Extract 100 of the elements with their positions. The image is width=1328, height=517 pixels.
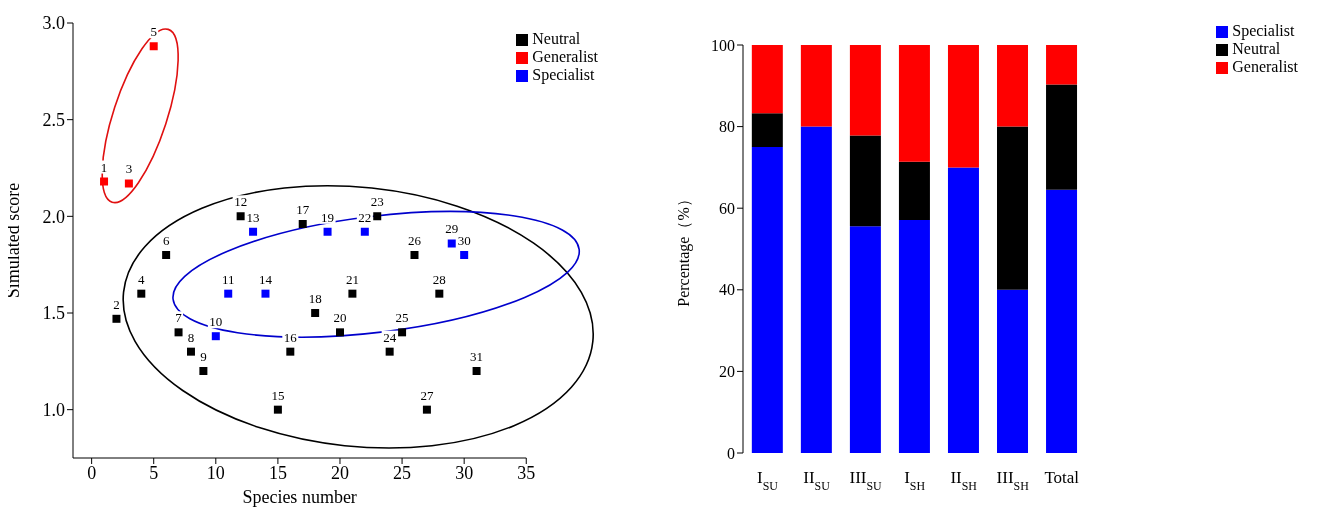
annotation: 8 [187, 329, 195, 345]
bar [800, 126, 832, 453]
point [398, 328, 407, 337]
point [447, 239, 456, 248]
annotation: 11 [221, 271, 235, 287]
y-tick-label: 3.0 [42, 13, 65, 34]
bar [1046, 189, 1078, 453]
point [435, 289, 444, 298]
bar [1046, 84, 1078, 190]
x-tick-label: 25 [393, 462, 412, 483]
annotation: 17 [296, 202, 310, 218]
point [273, 405, 282, 414]
legend-label: Specialist [1232, 22, 1295, 39]
bar [947, 167, 979, 453]
point [137, 289, 146, 298]
point [311, 309, 320, 317]
bar [849, 135, 881, 227]
point [298, 220, 307, 229]
annotation: 12 [234, 194, 248, 210]
y-tick-label: 80 [719, 118, 735, 136]
point [360, 227, 369, 236]
x-tick-label: 10 [206, 462, 225, 483]
x-tick-label: 15 [268, 462, 287, 483]
x-tick-label: 5 [149, 462, 159, 483]
bar [997, 126, 1029, 290]
annotation: 20 [333, 310, 347, 326]
point [373, 212, 382, 221]
x-tick-label: 20 [330, 462, 349, 483]
x-tick-label: 0 [87, 462, 97, 483]
annotation: 23 [370, 194, 384, 210]
bar [800, 45, 832, 127]
legend-label: Generalist [1232, 58, 1298, 75]
y-tick-label: 1.5 [42, 303, 65, 324]
x-tick-label: II$_{SU}$ [803, 468, 831, 493]
bar [898, 220, 930, 453]
annotation: 16 [283, 329, 298, 345]
annotation: 28 [432, 271, 446, 287]
bar [849, 45, 881, 136]
bar [751, 147, 783, 453]
point [460, 251, 469, 259]
annotation: 24 [383, 329, 397, 345]
point [472, 367, 481, 375]
annotation: 30 [457, 233, 471, 248]
annotation: 10 [209, 314, 223, 330]
bar [849, 226, 881, 453]
annotation: 21 [345, 271, 359, 287]
point [335, 328, 344, 337]
y-tick-label: 2.0 [42, 206, 65, 227]
point [385, 347, 394, 356]
point [410, 251, 419, 259]
annotation: 13 [246, 209, 260, 225]
annotation: 3 [125, 161, 133, 177]
point [186, 347, 195, 356]
bar [751, 113, 783, 147]
point [112, 314, 121, 323]
point [224, 289, 233, 298]
point [249, 227, 258, 236]
annotation: 6 [162, 233, 170, 248]
legend-label: Neutral [532, 30, 581, 47]
annotation: 25 [395, 310, 409, 326]
point [348, 289, 357, 298]
annotation: 29 [445, 221, 459, 237]
point [162, 251, 171, 259]
annotation: 31 [470, 349, 484, 364]
annotation: 4 [138, 271, 146, 287]
point [323, 227, 332, 236]
y-tick-label: 2.5 [42, 110, 65, 131]
bar [997, 289, 1029, 453]
x-tick-label: I$_{SU}$ [757, 468, 779, 493]
point [236, 212, 245, 221]
y-tick-label: 40 [719, 281, 735, 299]
annotation: 2 [113, 296, 120, 312]
y-axis-title: Percentage（%） [674, 191, 693, 307]
legend-label: Specialist [532, 66, 595, 83]
point [199, 367, 208, 375]
x-tick-label: III$_{SH}$ [996, 468, 1030, 493]
legend-label: Neutral [1232, 40, 1281, 57]
y-tick-label: 0 [727, 444, 735, 462]
x-axis-title: Species number [242, 487, 357, 507]
y-tick-label: 1.0 [42, 400, 65, 421]
annotation: 26 [407, 233, 422, 248]
x-tick-label: 35 [517, 462, 536, 483]
x-tick-label: Total [1044, 468, 1080, 487]
bar [997, 45, 1029, 127]
annotation: 14 [258, 271, 273, 287]
annotation: 19 [321, 209, 335, 225]
annotation: 15 [271, 387, 285, 403]
annotation: 22 [358, 209, 372, 225]
y-tick-label: 60 [719, 199, 735, 217]
y-tick-label: 20 [719, 363, 735, 381]
point [261, 289, 270, 298]
point [211, 332, 220, 341]
bar [898, 161, 930, 221]
annotation: 1 [100, 159, 108, 175]
point [286, 347, 295, 356]
point [100, 177, 109, 186]
bar [751, 45, 783, 114]
point [124, 179, 133, 188]
annotation: 18 [308, 291, 322, 306]
point [174, 328, 183, 337]
